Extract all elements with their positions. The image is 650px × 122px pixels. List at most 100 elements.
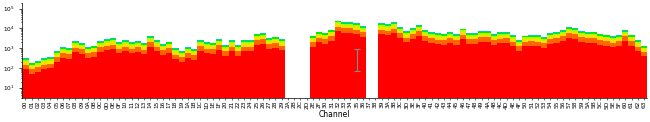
Bar	[22, 62, 29, 65]
Bar	[378, 27, 385, 30]
Bar	[491, 34, 497, 35]
Bar	[141, 47, 148, 50]
Bar	[235, 51, 241, 56]
Bar	[316, 35, 322, 38]
Bar	[641, 56, 647, 122]
Bar	[116, 49, 122, 53]
Bar	[585, 36, 591, 38]
Bar	[172, 49, 179, 50]
Bar	[98, 45, 103, 47]
Bar	[122, 40, 129, 41]
Bar	[197, 40, 203, 41]
Bar	[491, 45, 497, 122]
Bar	[122, 41, 129, 42]
Bar	[416, 25, 422, 27]
Bar	[428, 33, 435, 34]
Bar	[391, 23, 397, 24]
Bar	[210, 46, 216, 49]
Bar	[397, 28, 404, 29]
Bar	[597, 40, 603, 45]
Bar	[397, 27, 404, 28]
Bar	[135, 45, 141, 47]
Bar	[629, 35, 634, 37]
Bar	[41, 60, 47, 62]
Bar	[629, 37, 634, 38]
Bar	[460, 29, 466, 30]
Bar	[210, 45, 216, 46]
X-axis label: Channel: Channel	[319, 110, 350, 119]
Bar	[335, 27, 341, 31]
Bar	[447, 33, 454, 34]
Bar	[641, 52, 647, 56]
Bar	[47, 57, 53, 58]
Bar	[435, 44, 441, 122]
Bar	[254, 36, 260, 37]
Bar	[585, 34, 591, 36]
Bar	[254, 45, 260, 122]
Bar	[460, 35, 466, 39]
Bar	[535, 46, 541, 122]
Bar	[310, 36, 316, 38]
Bar	[141, 43, 148, 44]
Bar	[210, 49, 216, 54]
Bar	[397, 31, 404, 33]
Bar	[347, 23, 354, 24]
Bar	[516, 44, 522, 46]
Bar	[616, 36, 622, 37]
Bar	[254, 37, 260, 40]
Bar	[148, 40, 153, 42]
Bar	[47, 64, 53, 68]
Bar	[478, 42, 485, 122]
Bar	[485, 37, 491, 42]
Bar	[197, 42, 203, 44]
Bar	[404, 35, 410, 38]
Bar	[541, 41, 547, 43]
Bar	[447, 43, 454, 122]
Bar	[229, 42, 235, 44]
Bar	[554, 38, 560, 43]
Bar	[416, 28, 422, 31]
Bar	[160, 47, 166, 50]
Bar	[547, 34, 554, 35]
Bar	[541, 37, 547, 38]
Bar	[335, 22, 341, 24]
Bar	[110, 42, 116, 45]
Bar	[616, 37, 622, 39]
Bar	[485, 35, 491, 37]
Bar	[22, 65, 29, 69]
Bar	[203, 43, 210, 44]
Bar	[103, 41, 110, 43]
Bar	[210, 43, 216, 45]
Bar	[66, 52, 72, 54]
Bar	[528, 36, 535, 37]
Bar	[572, 39, 578, 122]
Bar	[510, 39, 516, 42]
Bar	[428, 43, 435, 122]
Bar	[172, 52, 179, 55]
Bar	[504, 38, 510, 43]
Bar	[341, 28, 347, 33]
Bar	[560, 41, 566, 122]
Bar	[153, 40, 160, 41]
Bar	[179, 62, 185, 122]
Bar	[497, 43, 504, 122]
Bar	[235, 56, 241, 122]
Bar	[222, 51, 229, 56]
Bar	[585, 33, 591, 34]
Bar	[53, 51, 60, 52]
Bar	[91, 48, 98, 49]
Bar	[634, 42, 641, 44]
Bar	[497, 39, 504, 43]
Bar	[473, 44, 478, 122]
Bar	[460, 32, 466, 35]
Bar	[41, 62, 47, 65]
Bar	[254, 34, 260, 36]
Bar	[441, 40, 447, 45]
Bar	[135, 41, 141, 42]
Bar	[110, 45, 116, 49]
Bar	[591, 34, 597, 35]
Bar	[310, 42, 316, 47]
Bar	[60, 47, 66, 48]
Bar	[385, 35, 391, 122]
Bar	[222, 47, 229, 49]
